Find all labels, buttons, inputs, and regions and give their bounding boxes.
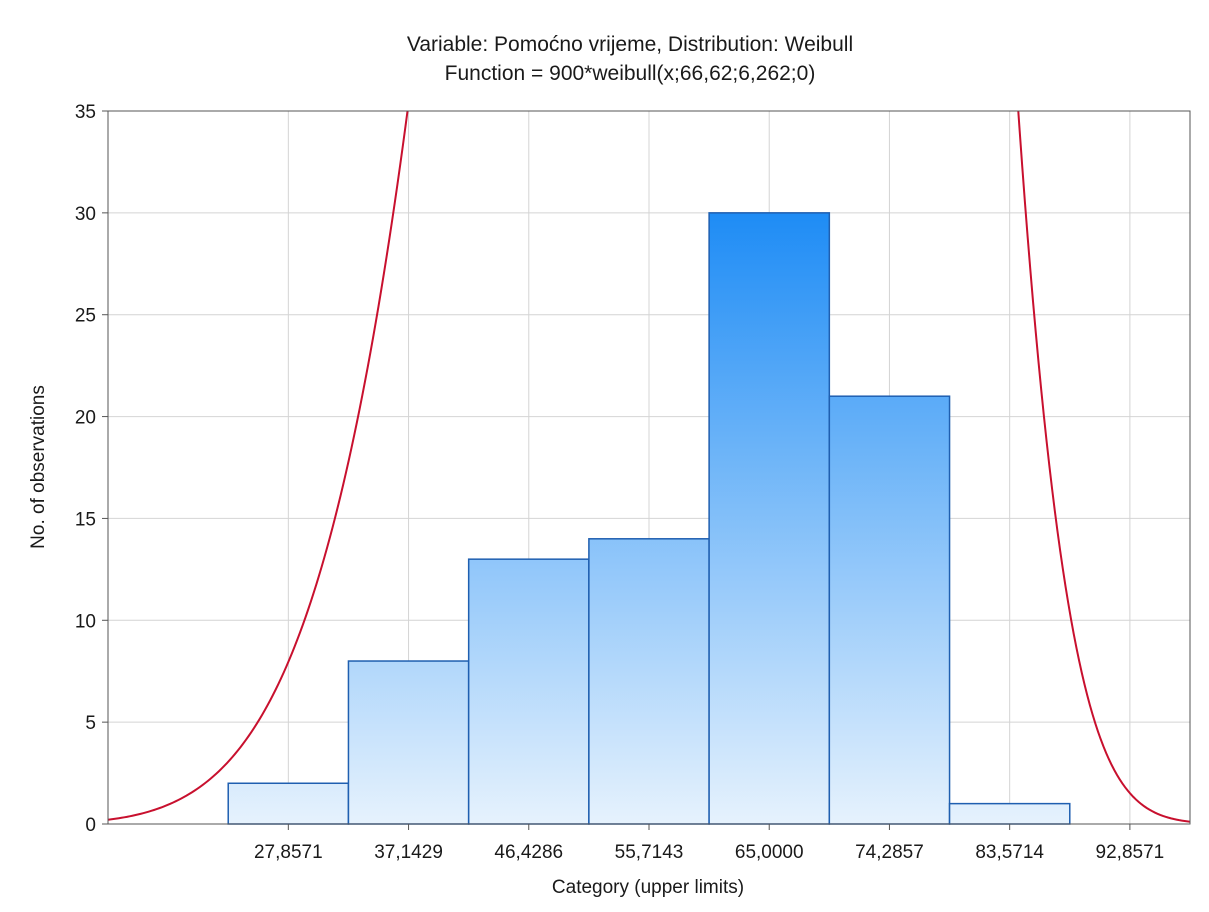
chart-subtitle: Function = 900*weibull(x;66,62;6,262;0) (445, 62, 816, 85)
y-tick-label: 0 (85, 815, 96, 836)
x-tick-label: 37,1429 (374, 842, 443, 863)
y-tick-label: 15 (75, 509, 96, 530)
histogram-bar (948, 802, 1071, 825)
histogram-bar (828, 395, 951, 825)
x-tick-label: 83,5714 (975, 842, 1044, 863)
x-tick-label: 27,8571 (254, 842, 323, 863)
histogram-bar (708, 212, 831, 825)
x-tick-label: 65,0000 (735, 842, 804, 863)
y-tick-label: 25 (75, 306, 96, 327)
y-axis: 0 5 10 15 20 25 30 35 (75, 102, 108, 836)
x-tick-label: 92,8571 (1096, 842, 1165, 863)
y-tick-label: 10 (75, 611, 96, 632)
histogram-bar (347, 660, 470, 825)
chart-title: Variable: Pomoćno vrijeme, Distribution:… (407, 33, 853, 56)
histogram-bar (588, 538, 710, 825)
y-tick-label: 20 (75, 408, 96, 429)
histogram-bars (227, 212, 1071, 825)
y-axis-label: No. of observations (28, 385, 49, 549)
y-tick-label: 35 (75, 102, 96, 123)
y-tick-label: 5 (85, 713, 96, 734)
histogram-bar (467, 558, 590, 825)
x-tick-label: 55,7143 (615, 842, 684, 863)
x-tick-label: 46,4286 (494, 842, 563, 863)
weibull-fit-curve (108, 111, 1190, 823)
x-axis-label: Category (upper limits) (552, 877, 744, 898)
x-axis: 27,8571 37,1429 46,4286 55,7143 65,0000 74,28… (254, 824, 1164, 863)
y-tick-label: 30 (75, 204, 96, 225)
histogram-bar (227, 782, 350, 825)
x-tick-label: 74,2857 (855, 842, 924, 863)
